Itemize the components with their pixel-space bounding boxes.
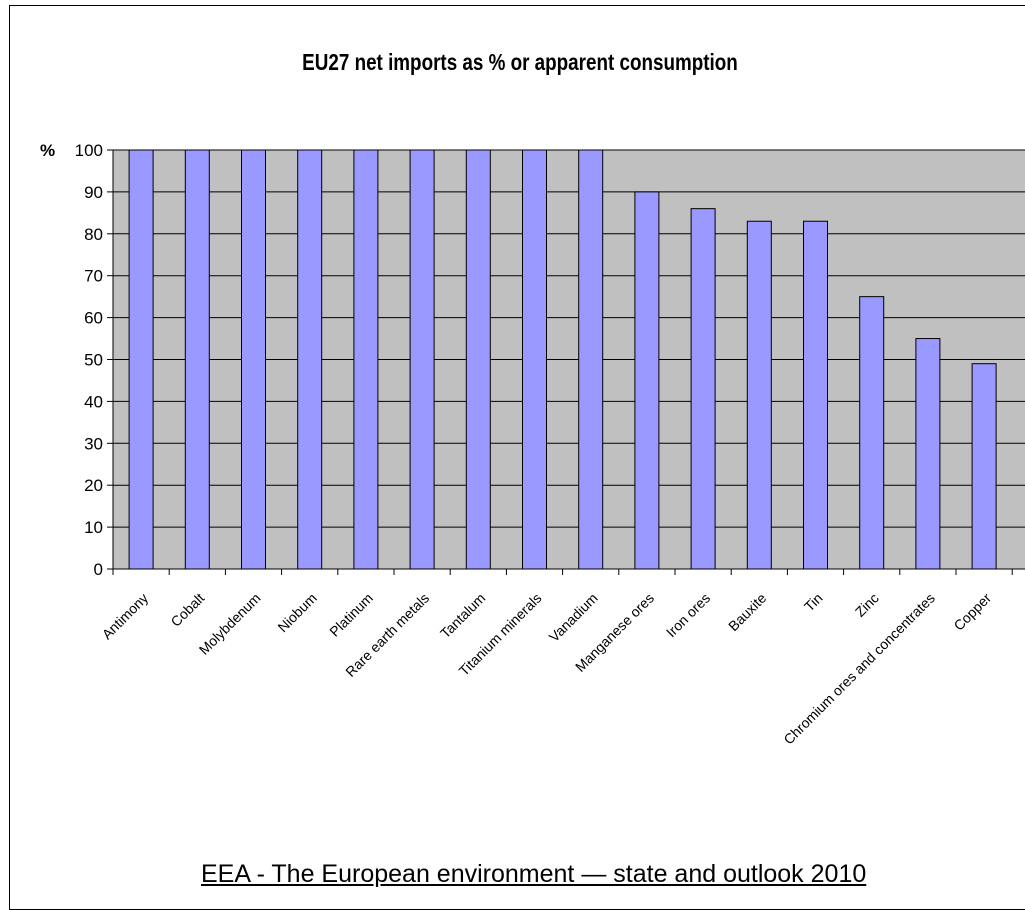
bar: [184, 149, 210, 570]
x-category-label: Copper: [950, 590, 994, 634]
chart-title: EU27 net imports as % or apparent consum…: [302, 50, 738, 75]
bar: [690, 208, 716, 570]
x-category-label: Platinum: [326, 590, 376, 640]
source-link[interactable]: EEA - The European environment — state a…: [201, 860, 867, 888]
y-axis-label: %: [40, 141, 55, 160]
bar: [971, 363, 997, 570]
bar: [578, 149, 604, 570]
bar: [859, 296, 885, 570]
y-tick-label: 40: [84, 392, 103, 411]
x-category-label: Tin: [801, 590, 826, 615]
y-tick-label: 100: [75, 141, 103, 160]
x-category-label: Tantalum: [437, 590, 488, 641]
x-category-label: Vanadium: [546, 590, 601, 645]
bar: [634, 191, 660, 570]
bar: [465, 149, 491, 570]
y-tick-label: 30: [84, 434, 103, 453]
x-category-label: Bauxite: [725, 590, 769, 634]
y-tick-label: 90: [84, 183, 103, 202]
x-category-label: Niobum: [274, 590, 319, 635]
bar: [297, 149, 323, 570]
y-tick-label: 80: [84, 225, 103, 244]
y-tick-label: 20: [84, 476, 103, 495]
y-tick-label: 70: [84, 267, 103, 286]
x-category-label: Cobalt: [167, 590, 207, 630]
bar: [241, 149, 266, 570]
x-category-label: Antimony: [99, 590, 152, 643]
bar: [128, 149, 154, 570]
bar: [409, 149, 435, 570]
bar: [915, 338, 941, 570]
x-category-label: Zinc: [852, 590, 882, 620]
bar: [803, 220, 828, 570]
bar: [353, 149, 379, 570]
y-tick-label: 0: [94, 560, 103, 579]
y-tick-label: 10: [84, 518, 103, 537]
bar: [522, 149, 547, 570]
y-tick-label: 60: [84, 309, 103, 328]
y-tick-label: 50: [84, 351, 103, 370]
x-category-label: Iron ores: [663, 590, 713, 640]
bar: [746, 220, 772, 570]
